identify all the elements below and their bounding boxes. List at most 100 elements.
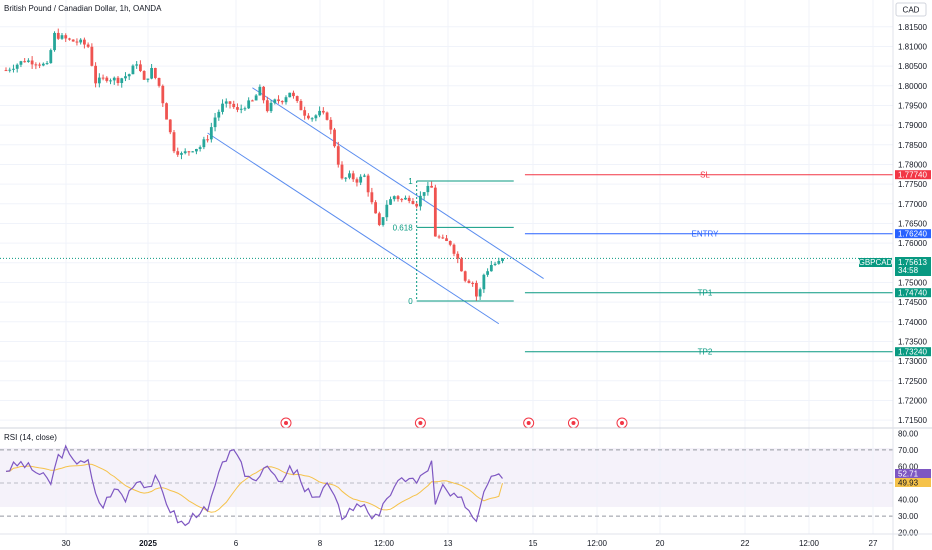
- candle-body: [441, 237, 445, 239]
- price-tick-label: 1.73000: [898, 357, 927, 366]
- level-label-sl: SL: [700, 171, 710, 180]
- candle-body: [243, 108, 247, 110]
- candle-body: [344, 177, 348, 179]
- candle-body: [12, 68, 15, 70]
- candle-body: [209, 127, 213, 140]
- candle-body: [374, 202, 377, 214]
- candle-body: [97, 77, 101, 84]
- price-tick-label: 1.80000: [898, 82, 927, 91]
- candle-body: [456, 253, 460, 259]
- candle-body: [318, 110, 321, 116]
- time-axis[interactable]: 30 2025 6 8 12:00 13 15 12:00 20 22 12:00 27: [62, 539, 878, 548]
- rsi-ma-value: 49.93: [898, 479, 919, 488]
- candle-body: [497, 261, 501, 264]
- candle-body: [288, 92, 292, 98]
- candle-body: [71, 39, 75, 42]
- price-tick-label: 1.80500: [898, 62, 927, 71]
- candle-body: [180, 153, 183, 155]
- time-tick-label: 20: [656, 539, 665, 548]
- price-tick-label: 1.79000: [898, 121, 927, 130]
- candle-body: [396, 196, 400, 200]
- candle-body: [161, 85, 165, 104]
- time-tick-label: 6: [234, 539, 239, 548]
- candle-body: [295, 96, 299, 101]
- rsi-legend[interactable]: RSI (14, close): [4, 433, 57, 442]
- time-tick-label: 13: [444, 539, 453, 548]
- rsi-band-background: [0, 448, 893, 507]
- currency-label[interactable]: CAD: [903, 6, 920, 15]
- candle-body: [280, 101, 284, 103]
- candle-body: [404, 197, 407, 200]
- price-tick-label: 1.75000: [898, 278, 927, 287]
- candle-body: [370, 192, 374, 203]
- candle-body: [60, 35, 64, 39]
- candle-body: [56, 32, 60, 39]
- time-tick-label: 12:00: [587, 539, 608, 548]
- trade-levels: SL ENTRY TP1 TP2: [524, 171, 893, 357]
- candle-body: [4, 70, 8, 72]
- candle-body: [478, 289, 482, 297]
- candle-body: [381, 217, 385, 225]
- time-tick-label: 2025: [139, 539, 157, 548]
- candle-body: [333, 129, 336, 147]
- candle-body: [213, 117, 217, 128]
- candle-body: [419, 195, 422, 207]
- candle-body: [284, 97, 288, 103]
- fib-level-label: 0: [408, 297, 413, 306]
- candle-body: [433, 187, 437, 237]
- symbol-tag-bg: [859, 258, 892, 267]
- candle-body: [23, 61, 27, 63]
- candle-body: [153, 67, 157, 78]
- level-tag-value: 1.73240: [898, 348, 927, 357]
- price-tick-label: 1.74000: [898, 318, 927, 327]
- channel: [207, 87, 544, 325]
- time-tick-label: 15: [529, 539, 538, 548]
- candle-body: [363, 175, 366, 177]
- currency-button[interactable]: CAD: [895, 2, 927, 17]
- candle-body: [224, 101, 228, 104]
- candle-body: [489, 265, 493, 272]
- candle-body: [183, 151, 187, 154]
- candle-body: [30, 60, 34, 65]
- price-tick-label: 1.78500: [898, 141, 927, 150]
- price-axis[interactable]: 1.81500 1.81000 1.80500 1.80000 1.79500 1.790…: [898, 23, 927, 425]
- candle-body: [482, 274, 486, 290]
- candle-body: [411, 201, 415, 204]
- candle-body: [292, 92, 295, 97]
- price-tag-bg: [895, 257, 931, 276]
- candle-body: [221, 103, 224, 112]
- bar-countdown: 34:58: [898, 266, 919, 275]
- level-tag-value: 1.76240: [898, 230, 927, 239]
- chart-title: British Pound / Canadian Dollar, 1h, OAN…: [4, 4, 162, 13]
- candle-body: [407, 197, 411, 202]
- symbol-tag: GBPCAD: [859, 258, 893, 267]
- candle-body: [228, 101, 232, 104]
- candle-body: [127, 74, 131, 77]
- candle-body: [239, 108, 243, 110]
- candle-body: [445, 238, 448, 242]
- candle-body: [83, 39, 86, 45]
- candle-body: [68, 38, 71, 40]
- price-tick-label: 1.81000: [898, 42, 927, 51]
- candle-body: [448, 241, 452, 245]
- candle-body: [135, 64, 139, 66]
- level-price-tags: 1.77740 1.76240 1.74740 1.73240: [895, 170, 931, 357]
- candle-body: [493, 263, 497, 266]
- candle-body: [426, 185, 430, 193]
- candle-body: [348, 173, 351, 178]
- candle-body: [236, 107, 239, 110]
- candle-body: [232, 103, 236, 108]
- candle-body: [191, 151, 195, 153]
- candle-body: [467, 280, 471, 283]
- level-tag-bg: [895, 288, 931, 298]
- candle-body: [251, 100, 254, 102]
- candle-body: [463, 271, 467, 281]
- candle-body: [389, 199, 392, 205]
- candle-body: [475, 283, 478, 297]
- currency-button-frame[interactable]: [895, 2, 927, 17]
- candle-body: [120, 78, 124, 84]
- price-tick-label: 1.77000: [898, 200, 927, 209]
- level-label-tp1: TP1: [698, 289, 713, 298]
- current-price-tag: GBPCAD 1.75613 34:58: [859, 257, 931, 276]
- candle-body: [400, 199, 404, 201]
